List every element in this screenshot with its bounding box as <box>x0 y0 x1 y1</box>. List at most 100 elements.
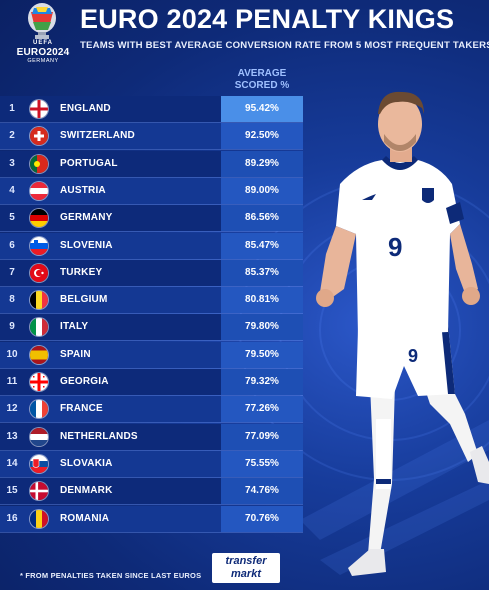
table-row: 16 ROMANIA 70.76% <box>0 505 303 533</box>
row-separator <box>0 476 303 478</box>
row-team-name: SWITZERLAND <box>60 130 135 142</box>
row-team-cell: ENGLAND <box>24 96 221 122</box>
row-team-name: AUSTRIA <box>60 184 106 196</box>
row-separator <box>0 285 303 287</box>
row-rank: 14 <box>0 450 24 477</box>
page-title: EURO 2024 PENALTY KINGS <box>80 4 455 34</box>
row-rank: 6 <box>0 232 24 259</box>
shirt-number: 9 <box>388 232 402 262</box>
france-flag-icon <box>30 400 48 419</box>
table-row: 11 GEORGIA 79.32% <box>0 369 303 396</box>
table-row: 13 NETHERLANDS 77.09% <box>0 423 303 451</box>
row-separator <box>0 531 303 533</box>
row-team-name: ROMANIA <box>60 512 110 524</box>
brand-line-1: transfer <box>225 555 267 567</box>
row-value: 77.26% <box>221 396 303 423</box>
row-value: 92.50% <box>221 123 303 150</box>
row-team-name: SLOVENIA <box>60 239 113 251</box>
row-team-cell: SPAIN <box>24 341 221 368</box>
row-value: 85.47% <box>221 232 303 259</box>
row-rank: 16 <box>0 505 24 532</box>
row-separator <box>0 149 303 151</box>
row-team-cell: GEORGIA <box>24 369 221 395</box>
row-team-name: SPAIN <box>60 348 91 360</box>
row-team-name: SLOVAKIA <box>60 457 113 469</box>
row-value: 89.29% <box>221 150 303 177</box>
row-rank: 9 <box>0 314 24 341</box>
row-team-name: FRANCE <box>60 403 103 415</box>
spain-flag-icon <box>30 345 48 364</box>
table-row: 3 PORTUGAL 89.29% <box>0 150 303 178</box>
row-separator <box>0 176 303 178</box>
row-team-name: ITALY <box>60 321 89 333</box>
austria-flag-icon <box>30 181 48 200</box>
germany-flag-icon <box>30 209 48 228</box>
table-row: 1 ENGLAND 95.42% <box>0 96 303 123</box>
row-team-cell: TURKEY <box>24 259 221 286</box>
row-team-cell: ROMANIA <box>24 505 221 532</box>
table-row: 7 TURKEY 85.37% <box>0 259 303 287</box>
column-header-average-scored: AVERAGE SCORED % <box>234 68 290 91</box>
row-team-name: GERMANY <box>60 212 113 224</box>
row-value: 80.81% <box>221 287 303 314</box>
turkey-flag-icon <box>30 263 48 282</box>
row-rank: 10 <box>0 341 24 368</box>
row-value: 75.55% <box>221 450 303 477</box>
row-value: 74.76% <box>221 478 303 505</box>
row-rank: 5 <box>0 205 24 232</box>
italy-flag-icon <box>30 318 48 337</box>
row-team-name: ENGLAND <box>60 103 111 114</box>
row-team-cell: DENMARK <box>24 478 221 505</box>
row-rank: 15 <box>0 478 24 505</box>
row-team-name: DENMARK <box>60 485 113 497</box>
row-team-cell: BELGIUM <box>24 287 221 314</box>
row-team-name: NETHERLANDS <box>60 430 138 442</box>
player-illustration: 9 9 <box>316 91 489 576</box>
row-team-name: BELGIUM <box>60 294 108 306</box>
trophy-icon <box>28 3 56 39</box>
romania-flag-icon <box>30 509 48 528</box>
row-separator <box>0 449 303 451</box>
row-rank: 8 <box>0 287 24 314</box>
logo-uefa-text: UEFA <box>32 40 53 46</box>
row-separator <box>0 231 303 233</box>
row-separator <box>0 122 303 123</box>
row-team-cell: SLOVENIA <box>24 232 221 259</box>
table-row: 10 SPAIN 79.50% <box>0 341 303 369</box>
row-separator <box>0 395 303 396</box>
row-value: 85.37% <box>221 259 303 286</box>
brand-line-2: markt <box>231 568 261 580</box>
table-row: 5 GERMANY 86.56% <box>0 205 303 233</box>
row-team-cell: SLOVAKIA <box>24 450 221 477</box>
table-row: 9 ITALY 79.80% <box>0 314 303 342</box>
row-value: 79.32% <box>221 369 303 395</box>
georgia-flag-icon <box>30 373 48 391</box>
row-rank: 12 <box>0 396 24 423</box>
row-value: 79.80% <box>221 314 303 341</box>
table-row: 2 SWITZERLAND 92.50% <box>0 123 303 151</box>
shorts-number: 9 <box>408 346 418 366</box>
row-rank: 7 <box>0 259 24 286</box>
table-row: 4 AUSTRIA 89.00% <box>0 177 303 205</box>
row-team-cell: NETHERLANDS <box>24 423 221 450</box>
row-value: 77.09% <box>221 423 303 450</box>
row-value: 86.56% <box>221 205 303 232</box>
row-team-cell: SWITZERLAND <box>24 123 221 150</box>
row-rank: 2 <box>0 123 24 150</box>
netherlands-flag-icon <box>30 427 48 446</box>
row-team-cell: PORTUGAL <box>24 150 221 177</box>
slovakia-flag-icon <box>30 454 48 473</box>
portugal-flag-icon <box>30 154 48 173</box>
row-team-cell: AUSTRIA <box>24 177 221 204</box>
row-team-cell: GERMANY <box>24 205 221 232</box>
row-separator <box>0 203 303 205</box>
row-separator <box>0 258 303 260</box>
table-row: 12 FRANCE 77.26% <box>0 396 303 424</box>
row-value: 89.00% <box>221 177 303 204</box>
belgium-flag-icon <box>30 291 48 310</box>
row-value: 70.76% <box>221 505 303 532</box>
england-flag-icon <box>30 100 48 118</box>
row-rank: 13 <box>0 423 24 450</box>
row-rank: 4 <box>0 177 24 204</box>
transfermarkt-logo: transfer markt <box>212 553 280 583</box>
